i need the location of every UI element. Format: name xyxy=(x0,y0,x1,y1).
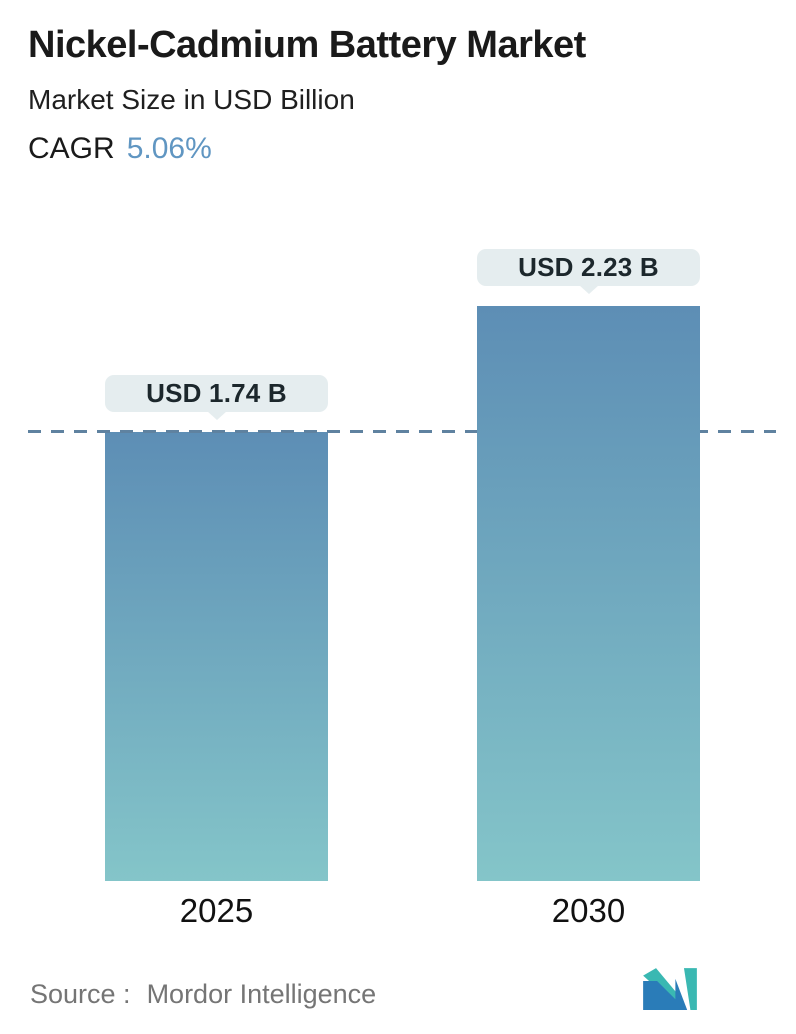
bar-2030 xyxy=(477,306,700,881)
value-label-2030-text: USD 2.23 B xyxy=(518,252,659,282)
value-label-2025-text: USD 1.74 B xyxy=(146,378,287,408)
bar-2025 xyxy=(105,432,328,881)
cagr-value: 5.06% xyxy=(126,132,212,165)
x-axis-label-2030: 2030 xyxy=(551,892,626,929)
cagr-label: CAGR xyxy=(28,132,115,165)
value-label-2025: USD 1.74 B xyxy=(105,375,328,412)
page-title: Nickel-Cadmium Battery Market xyxy=(28,24,586,66)
source-line: Source : Mordor Intelligence xyxy=(30,979,376,1010)
source-label: Source : xyxy=(30,979,131,1009)
chart-subtitle: Market Size in USD Billion xyxy=(28,84,355,115)
x-axis-label-2025: 2025 xyxy=(179,892,254,929)
reference-line xyxy=(28,430,776,433)
mordor-intelligence-logo xyxy=(643,968,697,1010)
cagr-row: CAGR 5.06% xyxy=(28,132,212,166)
value-label-2030: USD 2.23 B xyxy=(477,249,700,286)
source-value: Mordor Intelligence xyxy=(146,979,377,1009)
